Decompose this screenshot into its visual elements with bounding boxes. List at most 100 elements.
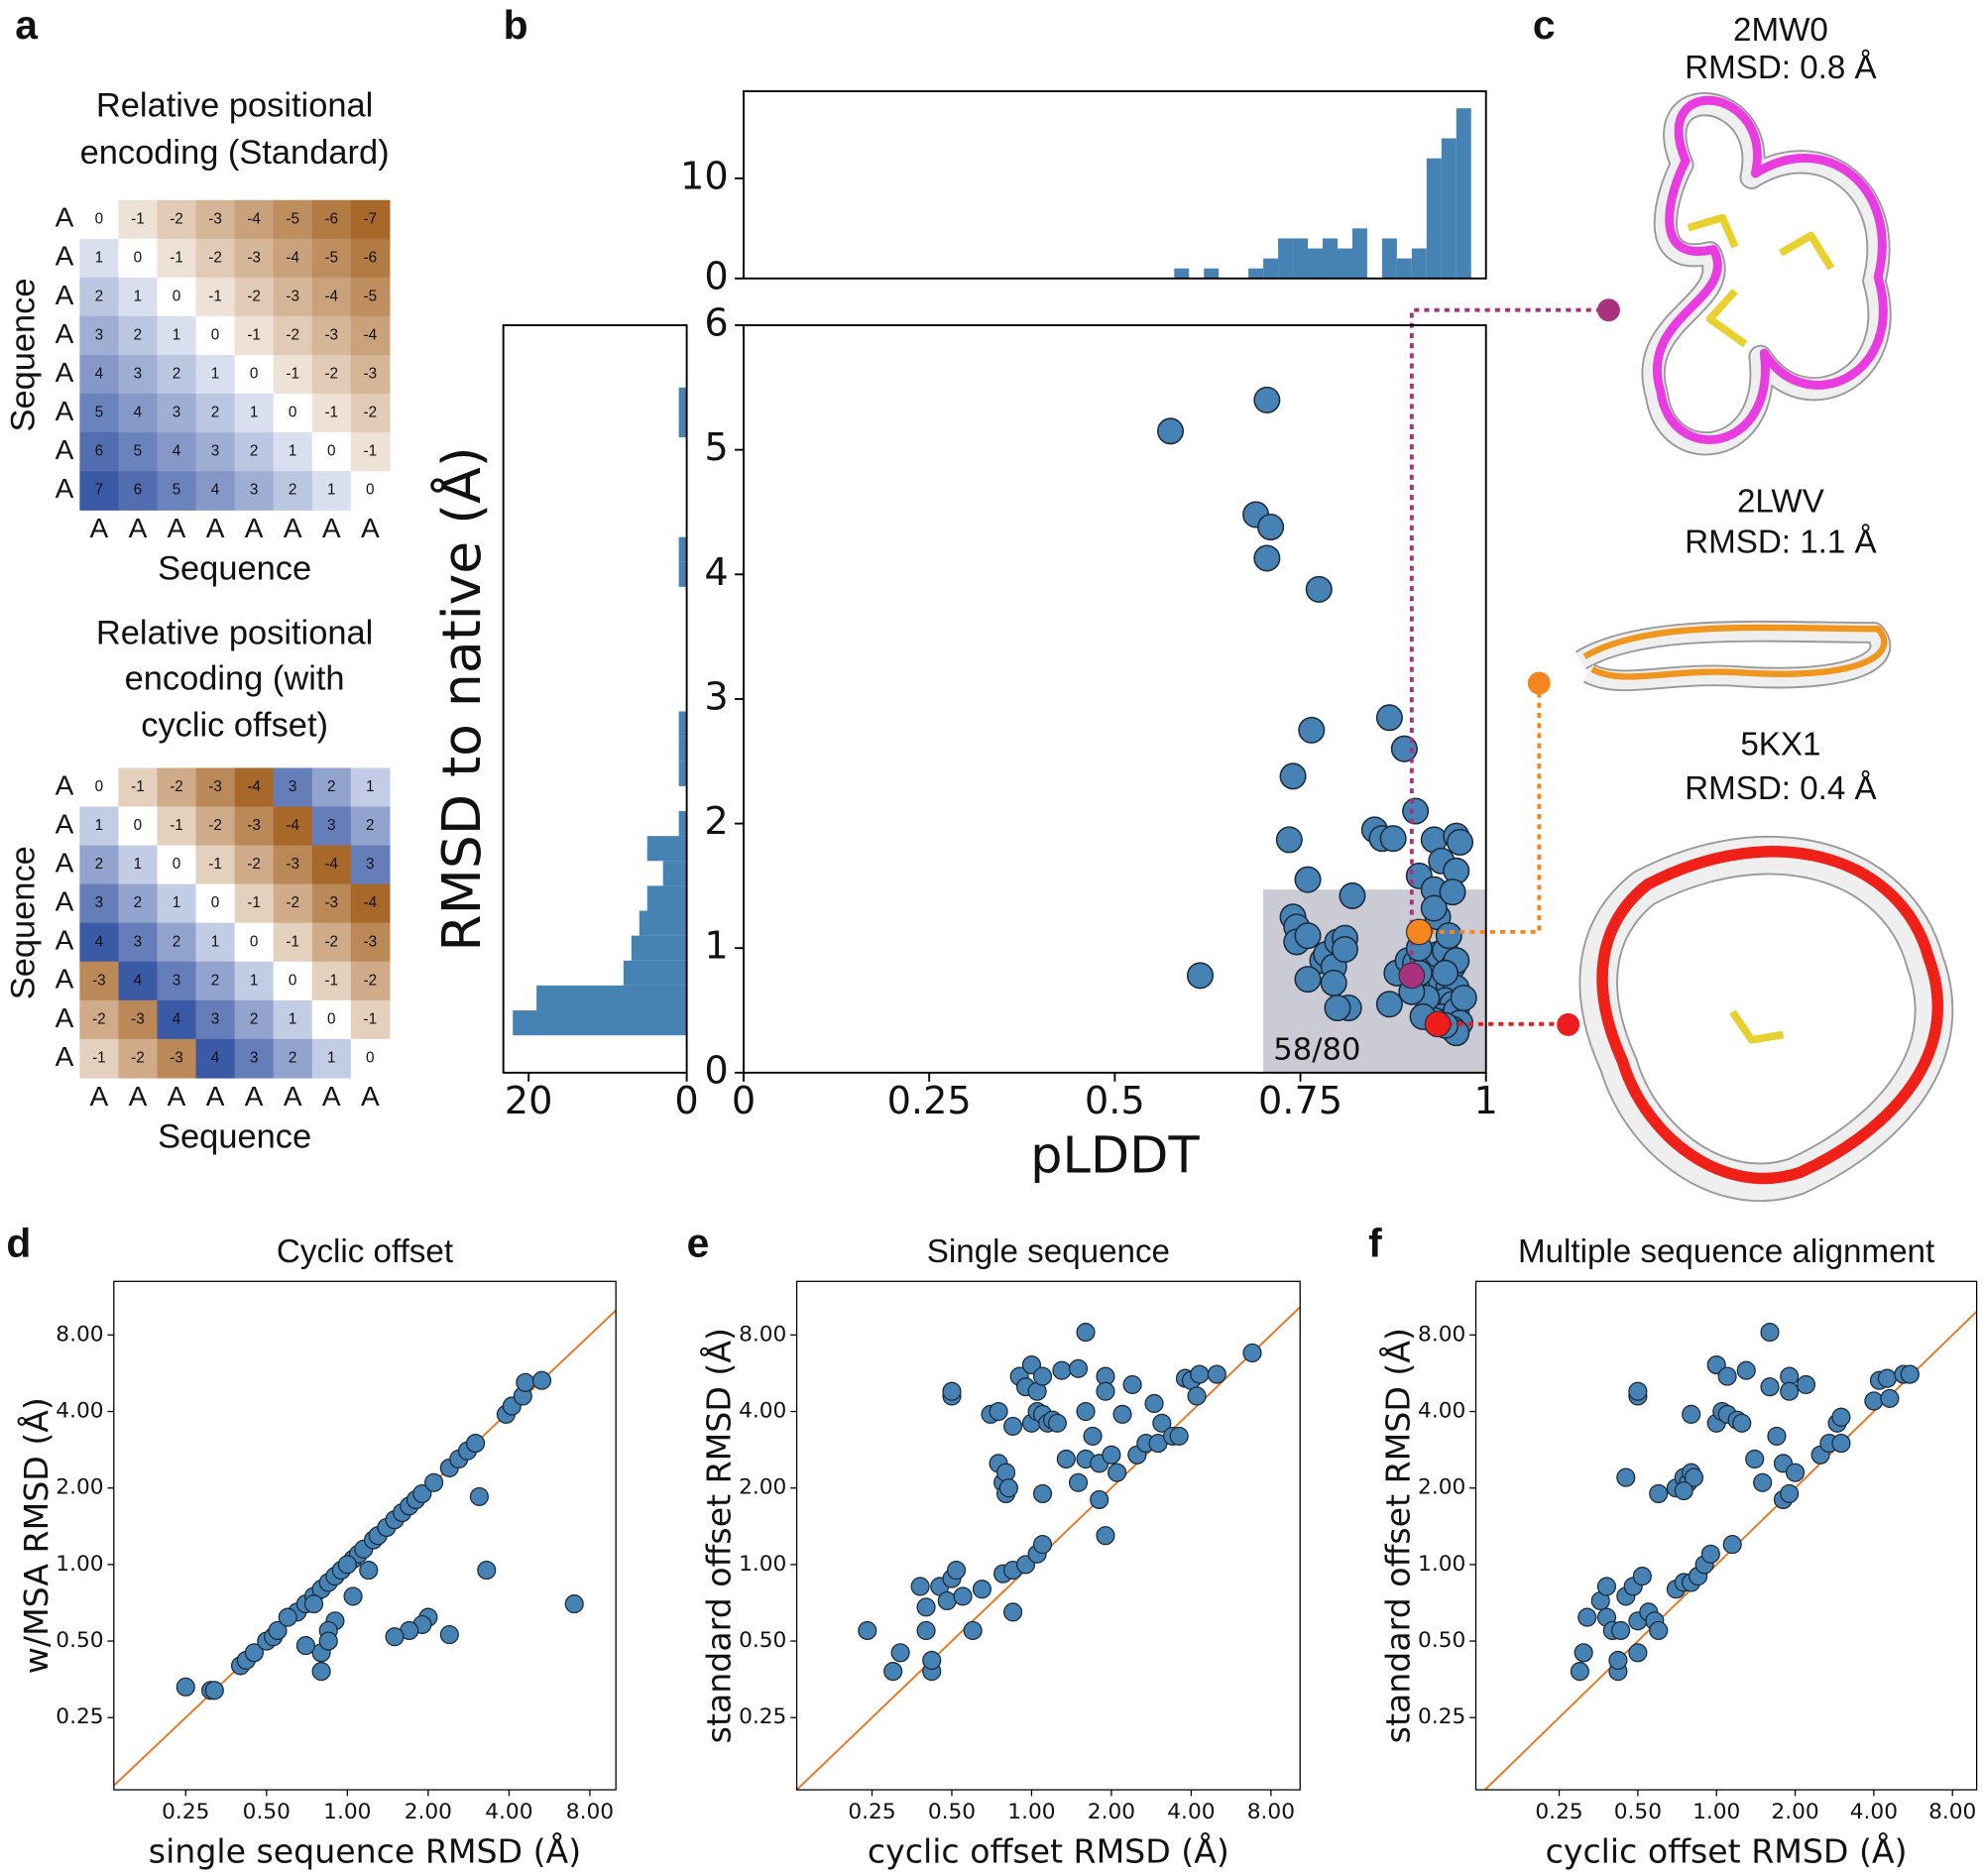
point xyxy=(1722,1535,1742,1555)
heatmap-cell xyxy=(311,922,352,963)
heatmap-cell xyxy=(118,238,159,279)
cell-label: -1 xyxy=(324,405,338,421)
point xyxy=(1047,1413,1067,1433)
cell-label: -3 xyxy=(208,778,222,795)
connector xyxy=(1419,682,1542,934)
heatmap-cell xyxy=(118,199,159,240)
cell-label: 4 xyxy=(134,972,143,989)
heatmap-cell xyxy=(234,845,275,885)
point xyxy=(1021,1354,1042,1375)
heatmap-cell xyxy=(311,883,352,924)
cell-label: -5 xyxy=(324,249,338,266)
histogram-bar xyxy=(631,935,687,961)
point xyxy=(1152,1413,1172,1433)
point xyxy=(1649,1483,1669,1503)
cell-label: 4 xyxy=(211,482,220,499)
histogram-bar xyxy=(1204,268,1220,279)
heatmap-cell xyxy=(195,238,236,279)
point xyxy=(1760,1377,1780,1397)
x-axis-label: single sequence RMSD (Å) xyxy=(149,1830,581,1870)
histogram-bar xyxy=(1248,268,1264,279)
row-label: A xyxy=(56,848,74,879)
point xyxy=(1294,866,1322,893)
heatmap-cell xyxy=(350,238,391,279)
heatmap-title: Relative positional xyxy=(96,87,373,125)
heatmap-cell xyxy=(118,922,159,963)
cell-label: -4 xyxy=(364,894,378,911)
point xyxy=(1003,1602,1023,1622)
heatmap-cell xyxy=(273,1038,313,1079)
heatmap-cell xyxy=(157,354,197,395)
point xyxy=(1068,1358,1089,1378)
heatmap-cell xyxy=(118,767,159,808)
cell-label: 6 xyxy=(95,443,104,460)
heatmap-cell xyxy=(157,961,197,1001)
point xyxy=(564,1594,584,1614)
cell-label: -2 xyxy=(247,856,261,873)
point xyxy=(1324,994,1351,1022)
cell-label: 3 xyxy=(95,894,104,911)
y-tick-label: 2.00 xyxy=(739,1475,786,1500)
cell-label: 4 xyxy=(211,1049,220,1066)
y-tick-label: 1.00 xyxy=(739,1552,786,1577)
point xyxy=(1379,825,1407,853)
cell-label: 3 xyxy=(134,933,143,950)
heatmap-cell xyxy=(79,394,120,433)
y-tick-label: 0.50 xyxy=(1418,1628,1465,1653)
cell-label: -1 xyxy=(131,210,145,227)
heatmap-cell xyxy=(195,922,236,963)
heatmap-cell xyxy=(157,999,197,1040)
point xyxy=(343,1586,363,1606)
heatmap-cell xyxy=(234,999,275,1040)
point xyxy=(1831,1407,1851,1427)
point xyxy=(1076,1323,1096,1343)
point xyxy=(1305,575,1333,603)
cell-label: 0 xyxy=(134,817,143,834)
cell-label: 3 xyxy=(211,1010,220,1027)
y-tick-label: 0.25 xyxy=(739,1704,786,1729)
heatmap-cell xyxy=(118,277,159,317)
point xyxy=(1339,881,1366,909)
col-label: A xyxy=(129,1081,148,1112)
heatmap-title: Relative positional xyxy=(96,615,373,652)
cell-label: 2 xyxy=(173,366,181,383)
point xyxy=(1096,1526,1115,1546)
axes-frame xyxy=(1474,1280,1978,1791)
histogram-bar xyxy=(1293,238,1309,279)
cell-label: 0 xyxy=(289,405,297,421)
x-tick-label: 0.25 xyxy=(848,1800,895,1824)
cell-label: 2 xyxy=(250,1010,259,1027)
cell-label: -2 xyxy=(364,972,378,989)
cell-label: 1 xyxy=(95,249,104,266)
heatmap-cell xyxy=(311,471,352,511)
heatmap-cell xyxy=(311,999,352,1040)
heatmap-cell xyxy=(273,432,313,472)
y-tick-label: 0.50 xyxy=(56,1628,103,1653)
cell-label: 0 xyxy=(366,1049,375,1066)
point xyxy=(1032,1366,1053,1386)
point xyxy=(1320,969,1347,997)
col-label: A xyxy=(168,513,186,543)
heatmap-cell xyxy=(273,199,313,240)
histogram-bar xyxy=(513,1010,687,1036)
x-tick-label: 1.00 xyxy=(323,1800,371,1824)
heatmap-cell xyxy=(118,354,159,395)
panel-label: f xyxy=(1368,1220,1382,1265)
y-tick-label: 4.00 xyxy=(739,1399,786,1424)
y-tick-label: 4 xyxy=(704,550,728,595)
point xyxy=(516,1372,535,1392)
col-label: A xyxy=(90,513,109,543)
cell-label: 1 xyxy=(173,894,181,911)
heatmap-cell xyxy=(157,471,197,511)
heatmap-cell xyxy=(234,277,275,317)
histogram-bar xyxy=(1278,238,1294,279)
x-tick-label: 2.00 xyxy=(1771,1800,1818,1824)
heatmap-cell xyxy=(79,199,120,240)
y-tick-label: 0 xyxy=(704,254,728,298)
point xyxy=(1877,1368,1897,1388)
histogram-bar xyxy=(1308,248,1324,279)
heatmap-cell xyxy=(350,354,391,395)
cell-label: -1 xyxy=(364,443,378,460)
point xyxy=(1577,1607,1597,1627)
